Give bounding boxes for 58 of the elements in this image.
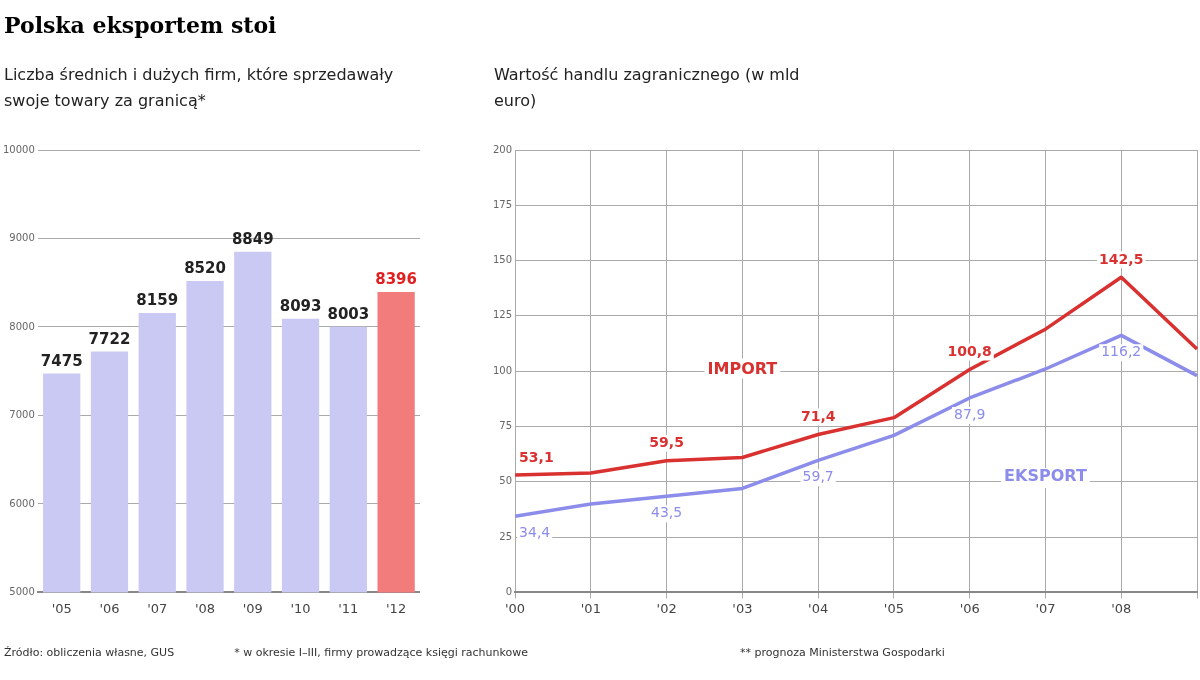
y-tick-label: 8000 bbox=[9, 320, 35, 332]
x-tick-label: '04 bbox=[808, 600, 829, 616]
data-label: 8396 bbox=[375, 270, 417, 289]
data-label: 8520 bbox=[184, 259, 226, 278]
x-tick-label: '00 bbox=[505, 600, 526, 616]
y-tick-label: 125 bbox=[492, 309, 513, 321]
data-label: 7722 bbox=[88, 329, 131, 348]
data-label: 34,4 bbox=[519, 523, 551, 540]
y-tick-label: 9000 bbox=[9, 232, 35, 244]
y-tick-label: 10000 bbox=[3, 143, 35, 155]
text: Źródło: obliczenia własne, GUS bbox=[4, 646, 175, 659]
x-tick-label: '07 bbox=[1035, 600, 1056, 616]
x-tick-label: '09 bbox=[242, 600, 263, 616]
data-label: 43,5 bbox=[651, 503, 683, 520]
x-tick-label: '05 bbox=[51, 600, 72, 616]
data-label: 8849 bbox=[231, 230, 274, 249]
text: ** prognoza Ministerstwa Gospodarki bbox=[740, 646, 945, 659]
x-tick-label: '01 bbox=[580, 600, 601, 616]
y-tick-label: 100 bbox=[492, 364, 513, 376]
x-tick-label: '08 bbox=[194, 600, 216, 616]
data-label: 59,5 bbox=[649, 434, 684, 451]
chart-subtitle: Wartość handlu zagranicznego (w mld euro) bbox=[494, 64, 801, 112]
data-label: 8159 bbox=[136, 291, 179, 310]
data-label: 71,4 bbox=[800, 408, 836, 425]
data-label: 8093 bbox=[279, 297, 322, 316]
x-tick-label: '02 bbox=[656, 600, 677, 616]
text: IMPORT bbox=[707, 358, 778, 378]
chart-subtitle: Liczba średnich i dużych firm, które sprzedawały swoje towary za granicą* bbox=[4, 64, 395, 112]
y-tick-label: 0 bbox=[505, 585, 513, 597]
y-tick-label: 50 bbox=[499, 475, 513, 487]
data-label: 59,7 bbox=[802, 467, 834, 484]
y-tick-label: 200 bbox=[492, 143, 513, 155]
text: * w okresie I–III, firmy prowadzące księgi rachunkowe bbox=[234, 646, 528, 659]
y-tick-label: 150 bbox=[492, 254, 513, 266]
x-tick-label: '10 bbox=[290, 600, 311, 616]
data-label: 142,5 bbox=[1099, 250, 1144, 267]
y-tick-label: 75 bbox=[499, 420, 513, 432]
text: EKSPORT bbox=[1004, 466, 1087, 486]
data-label: 87,9 bbox=[954, 405, 986, 422]
x-tick-label: '07 bbox=[147, 600, 168, 616]
y-tick-label: 25 bbox=[499, 530, 513, 542]
y-tick-label: 7000 bbox=[9, 409, 35, 421]
x-tick-label: '06 bbox=[959, 600, 980, 616]
data-label: 8003 bbox=[327, 305, 370, 324]
data-label: 116,2 bbox=[1101, 343, 1142, 360]
data-label: 100,8 bbox=[947, 343, 992, 360]
data-label: 53,1 bbox=[519, 448, 554, 465]
x-tick-label: '03 bbox=[732, 600, 753, 616]
x-tick-label: '11 bbox=[338, 600, 359, 616]
y-tick-label: 6000 bbox=[9, 497, 35, 509]
x-tick-label: '05 bbox=[883, 600, 904, 616]
y-tick-label: 175 bbox=[492, 198, 513, 210]
x-tick-label: '06 bbox=[99, 600, 120, 616]
x-tick-label: '12 bbox=[386, 600, 407, 616]
chart-title: Polska eksportem stoi bbox=[4, 12, 277, 38]
x-tick-label: '08 bbox=[1111, 600, 1132, 616]
y-tick-label: 5000 bbox=[9, 585, 35, 597]
data-label: 7475 bbox=[40, 351, 83, 370]
